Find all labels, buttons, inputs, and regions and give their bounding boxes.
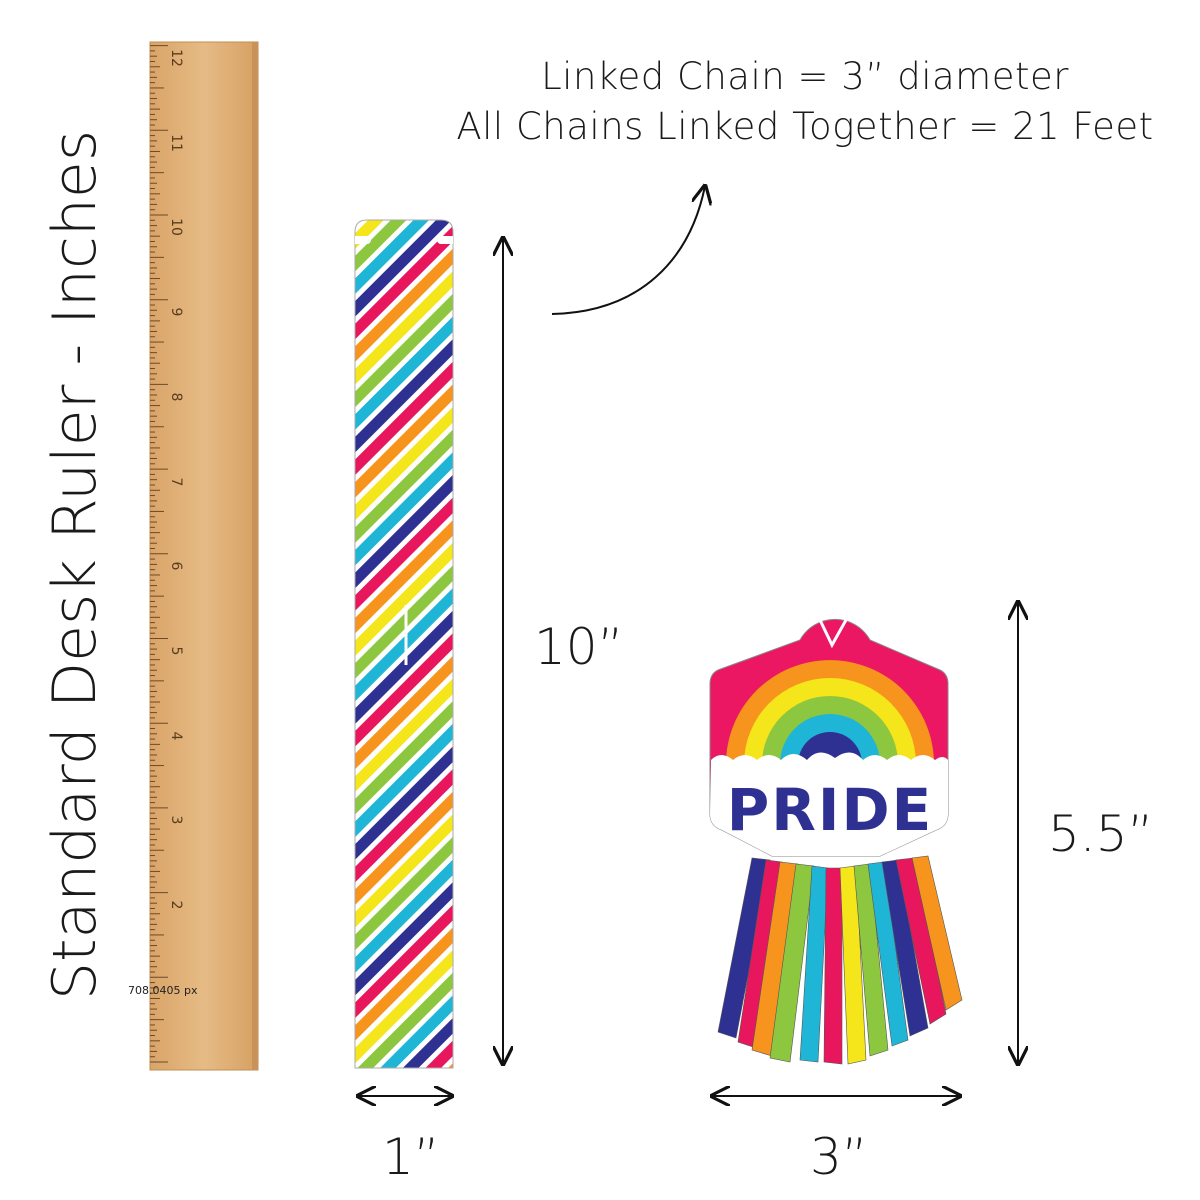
- strip-height-label: 10”: [534, 618, 624, 676]
- ruler-number: 11: [168, 133, 184, 152]
- tag-height-label: 5.5”: [1048, 805, 1154, 863]
- chain-length-caption: All Chains Linked Together = 21 Feet: [456, 105, 1154, 148]
- strip-width-label: 1”: [382, 1128, 440, 1186]
- pride-tag: PRIDE: [709, 618, 963, 1065]
- chain-strip: [354, 219, 454, 1069]
- desk-ruler: [149, 41, 259, 1071]
- ruler-number: 4: [168, 731, 184, 741]
- ruler-number: 9: [168, 307, 184, 317]
- ruler-number: 2: [168, 900, 184, 910]
- ruler-number: 12: [168, 49, 184, 67]
- curved-arrow-icon: [551, 186, 705, 315]
- measurement-note: 708.0405 px: [128, 984, 198, 997]
- ruler-number: 6: [168, 561, 184, 571]
- ruler-number: 10: [168, 218, 184, 237]
- chain-diameter-caption: Linked Chain = 3” diameter: [541, 55, 1069, 98]
- tag-text: PRIDE: [727, 776, 934, 844]
- ruler-number: 3: [168, 815, 184, 825]
- ruler-number: 5: [168, 646, 184, 656]
- ruler-number: 8: [168, 392, 184, 402]
- tag-width-label: 3”: [810, 1128, 868, 1186]
- ruler-number: 7: [168, 477, 184, 486]
- ruler-label: Standard Desk Ruler - Inches: [40, 129, 110, 1001]
